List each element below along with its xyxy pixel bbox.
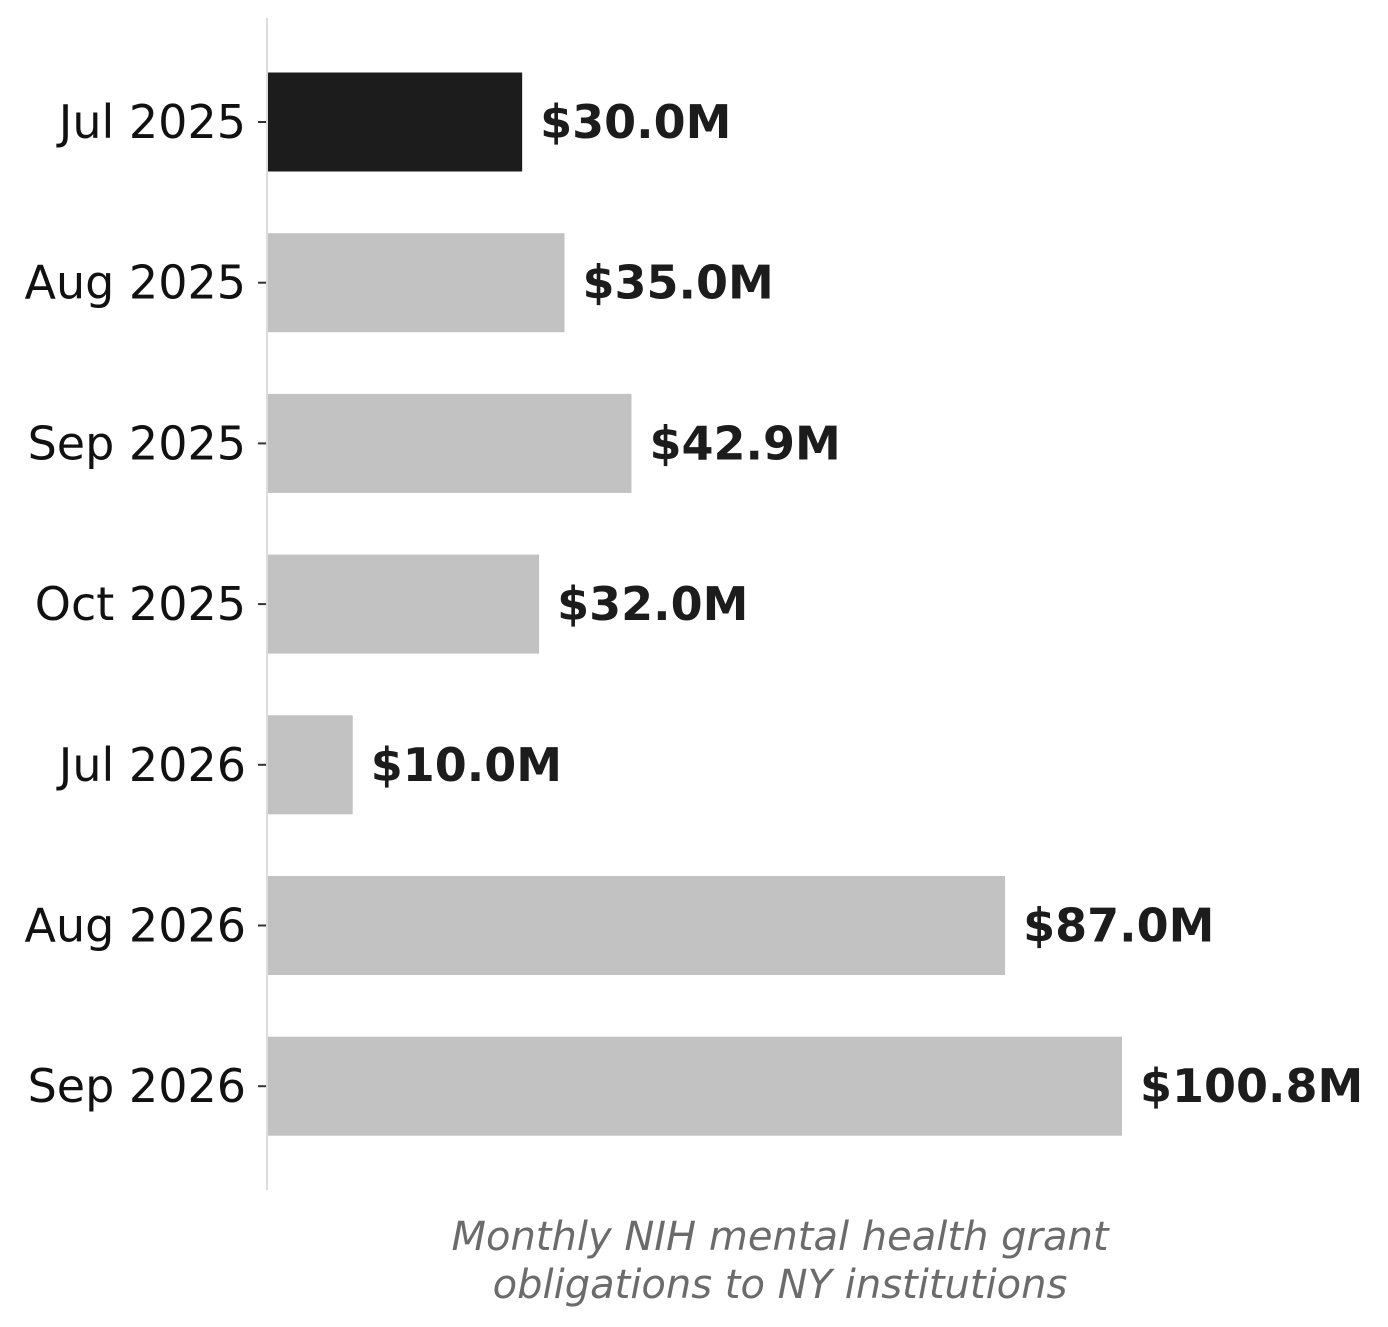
value-labels-group: $30.0M $35.0M $42.9M $32.0M $10.0M $87.0M $100… (371, 95, 1364, 1113)
y-tick-label-sep-2026: Sep 2026 (28, 1059, 246, 1113)
y-tick-label-jul-2026: Jul 2026 (56, 738, 246, 792)
y-tick-label-aug-2025: Aug 2025 (24, 256, 246, 310)
y-tick-label-aug-2026: Aug 2026 (24, 899, 246, 953)
y-tick-labels-group: Jul 2025 Aug 2025 Sep 2025 Oct 2025 Jul 2026… (24, 95, 246, 1113)
bar-sep-2026 (268, 1036, 1122, 1136)
value-label-jul-2025: $30.0M (540, 95, 731, 149)
bar-aug-2026 (268, 876, 1006, 975)
chart-caption-line-1: Monthly NIH mental health grant (451, 1214, 1109, 1260)
y-tick-label-jul-2025: Jul 2025 (56, 95, 246, 149)
value-label-oct-2025: $32.0M (557, 577, 748, 631)
bars-group (268, 72, 1122, 1136)
bar-aug-2025 (268, 233, 565, 333)
value-label-aug-2025: $35.0M (583, 256, 774, 310)
bar-oct-2025 (268, 554, 540, 654)
y-tick-label-sep-2025: Sep 2025 (28, 416, 246, 470)
value-label-sep-2025: $42.9M (649, 416, 840, 470)
value-label-sep-2026: $100.8M (1140, 1059, 1363, 1113)
bar-sep-2025 (268, 393, 632, 493)
bar-jul-2025 (268, 72, 523, 172)
y-tick-label-oct-2025: Oct 2025 (35, 577, 246, 631)
y-ticks-group (258, 121, 266, 1088)
value-label-aug-2026: $87.0M (1023, 899, 1214, 953)
value-label-jul-2026: $10.0M (371, 738, 562, 792)
bar-jul-2026 (268, 715, 353, 815)
chart-caption-line-2: obligations to NY institutions (493, 1262, 1068, 1308)
